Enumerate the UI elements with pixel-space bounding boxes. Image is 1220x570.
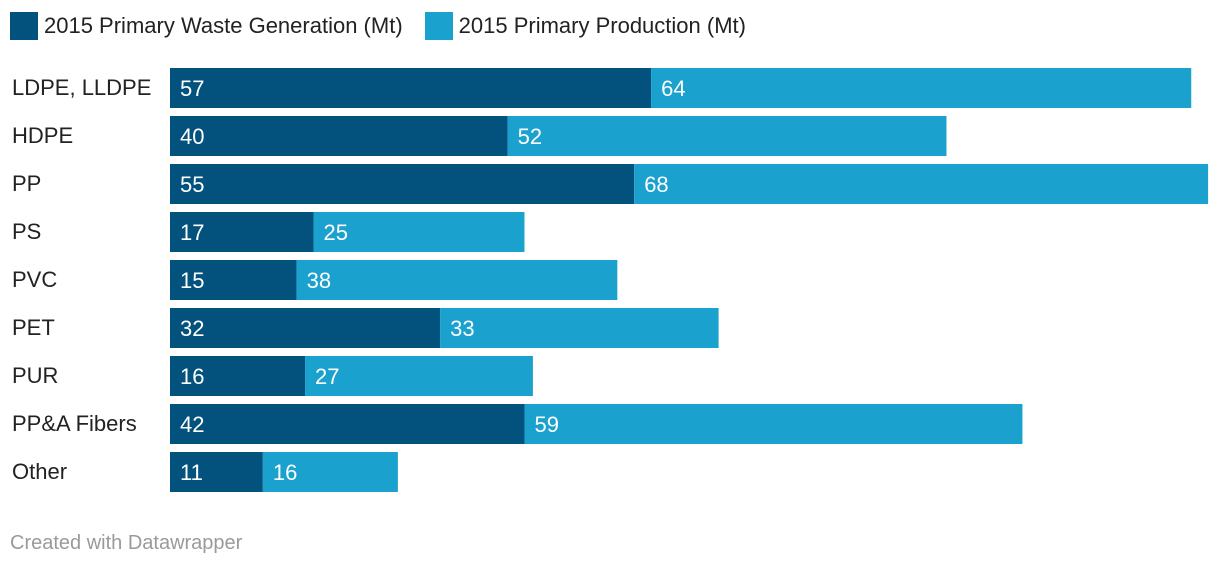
legend-swatch-production (424, 12, 453, 40)
value-label-waste: 40 (180, 124, 204, 149)
value-label-waste: 32 (180, 316, 204, 341)
category-label: PET (12, 315, 55, 340)
bar-production (262, 452, 398, 492)
bar-production (305, 356, 533, 396)
bar-waste (170, 404, 525, 444)
value-label-production: 59 (534, 412, 558, 437)
footer-credit: Created with Datawrapper (10, 532, 243, 554)
bar-production (524, 404, 1023, 444)
bar-waste (170, 356, 306, 396)
value-label-production: 16 (273, 460, 297, 485)
legend-item-waste: 2015 Primary Waste Generation (Mt) (10, 12, 403, 40)
category-label: PS (12, 219, 42, 244)
legend-label-waste: 2015 Primary Waste Generation (Mt) (44, 13, 403, 38)
value-label-production: 64 (661, 76, 685, 101)
category-label: PVC (12, 267, 58, 292)
legend: 2015 Primary Waste Generation (Mt) 2015 … (10, 12, 746, 40)
bar-waste (170, 212, 314, 252)
legend-swatch-waste (10, 12, 38, 40)
value-label-production: 27 (315, 364, 339, 389)
value-label-waste: 11 (180, 460, 203, 485)
bar-waste (170, 260, 297, 300)
value-label-production: 68 (644, 172, 668, 197)
value-label-production: 52 (518, 124, 542, 149)
bar-production (440, 308, 719, 348)
category-label: LDPE, LLDPE (12, 75, 152, 100)
bar-waste (170, 116, 508, 156)
legend-item-production: 2015 Primary Production (Mt) (424, 12, 746, 40)
category-label: PUR (12, 363, 59, 388)
legend-label-production: 2015 Primary Production (Mt) (458, 13, 746, 38)
value-label-waste: 16 (180, 364, 204, 389)
value-label-production: 38 (307, 268, 331, 293)
bar-waste (170, 452, 263, 492)
value-label-waste: 57 (180, 76, 204, 101)
bar-production (634, 164, 1209, 204)
bar-production (313, 212, 525, 252)
bar-production (651, 68, 1192, 108)
category-label: PP (12, 171, 42, 196)
bar-waste (170, 308, 441, 348)
value-label-waste: 42 (180, 412, 204, 437)
bar-chart: 57 64 40 52 55 68 17 25 15 38 32 33 16 27 42 59 11 16 (170, 68, 1209, 492)
value-label-waste: 15 (180, 268, 204, 293)
bar-waste (170, 164, 635, 204)
value-label-production: 33 (450, 316, 474, 341)
category-label: Other (12, 459, 68, 484)
category-label: PP&A Fibers (12, 411, 137, 436)
value-label-waste: 55 (180, 172, 204, 197)
value-label-waste: 17 (180, 220, 204, 245)
bar-waste (170, 68, 652, 108)
bar-production (296, 260, 618, 300)
bar-production (507, 116, 947, 156)
value-label-production: 25 (323, 220, 347, 245)
category-label: HDPE (12, 123, 74, 148)
